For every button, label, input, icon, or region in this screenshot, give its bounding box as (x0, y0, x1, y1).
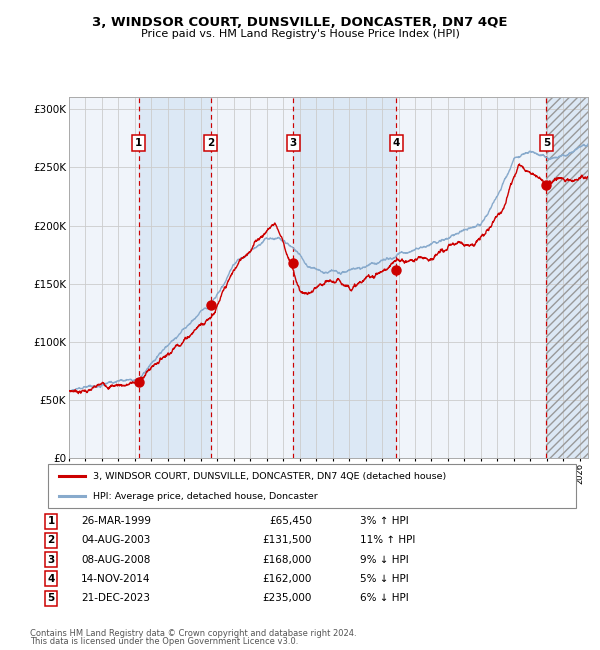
Text: HPI: Average price, detached house, Doncaster: HPI: Average price, detached house, Donc… (93, 492, 317, 501)
Text: Price paid vs. HM Land Registry's House Price Index (HPI): Price paid vs. HM Land Registry's House … (140, 29, 460, 39)
Text: 5: 5 (542, 138, 550, 148)
Bar (547, 98, 588, 458)
Text: 3, WINDSOR COURT, DUNSVILLE, DONCASTER, DN7 4QE (detached house): 3, WINDSOR COURT, DUNSVILLE, DONCASTER, … (93, 471, 446, 480)
Text: 3, WINDSOR COURT, DUNSVILLE, DONCASTER, DN7 4QE: 3, WINDSOR COURT, DUNSVILLE, DONCASTER, … (92, 16, 508, 29)
Text: £162,000: £162,000 (263, 574, 312, 584)
Text: 3: 3 (289, 138, 297, 148)
FancyBboxPatch shape (48, 464, 576, 508)
Text: 3: 3 (47, 554, 55, 565)
Text: £168,000: £168,000 (263, 554, 312, 565)
Text: 1: 1 (135, 138, 142, 148)
Text: 6% ↓ HPI: 6% ↓ HPI (360, 593, 409, 603)
Text: 2: 2 (47, 536, 55, 545)
Text: £235,000: £235,000 (263, 593, 312, 603)
Bar (139, 98, 211, 458)
Text: This data is licensed under the Open Government Licence v3.0.: This data is licensed under the Open Gov… (30, 637, 298, 646)
Text: £131,500: £131,500 (263, 536, 312, 545)
Text: 26-MAR-1999: 26-MAR-1999 (81, 516, 151, 526)
Bar (547, 98, 588, 458)
Text: 04-AUG-2003: 04-AUG-2003 (81, 536, 151, 545)
Text: 5: 5 (47, 593, 55, 603)
Text: 08-AUG-2008: 08-AUG-2008 (81, 554, 151, 565)
Text: 5% ↓ HPI: 5% ↓ HPI (360, 574, 409, 584)
Text: 4: 4 (392, 138, 400, 148)
Text: 2: 2 (207, 138, 214, 148)
Text: 21-DEC-2023: 21-DEC-2023 (81, 593, 150, 603)
Text: 1: 1 (47, 516, 55, 526)
Text: Contains HM Land Registry data © Crown copyright and database right 2024.: Contains HM Land Registry data © Crown c… (30, 629, 356, 638)
Text: £65,450: £65,450 (269, 516, 312, 526)
Text: 9% ↓ HPI: 9% ↓ HPI (360, 554, 409, 565)
Text: 11% ↑ HPI: 11% ↑ HPI (360, 536, 415, 545)
Text: 4: 4 (47, 574, 55, 584)
Bar (293, 98, 397, 458)
Text: 3% ↑ HPI: 3% ↑ HPI (360, 516, 409, 526)
Text: 14-NOV-2014: 14-NOV-2014 (81, 574, 151, 584)
